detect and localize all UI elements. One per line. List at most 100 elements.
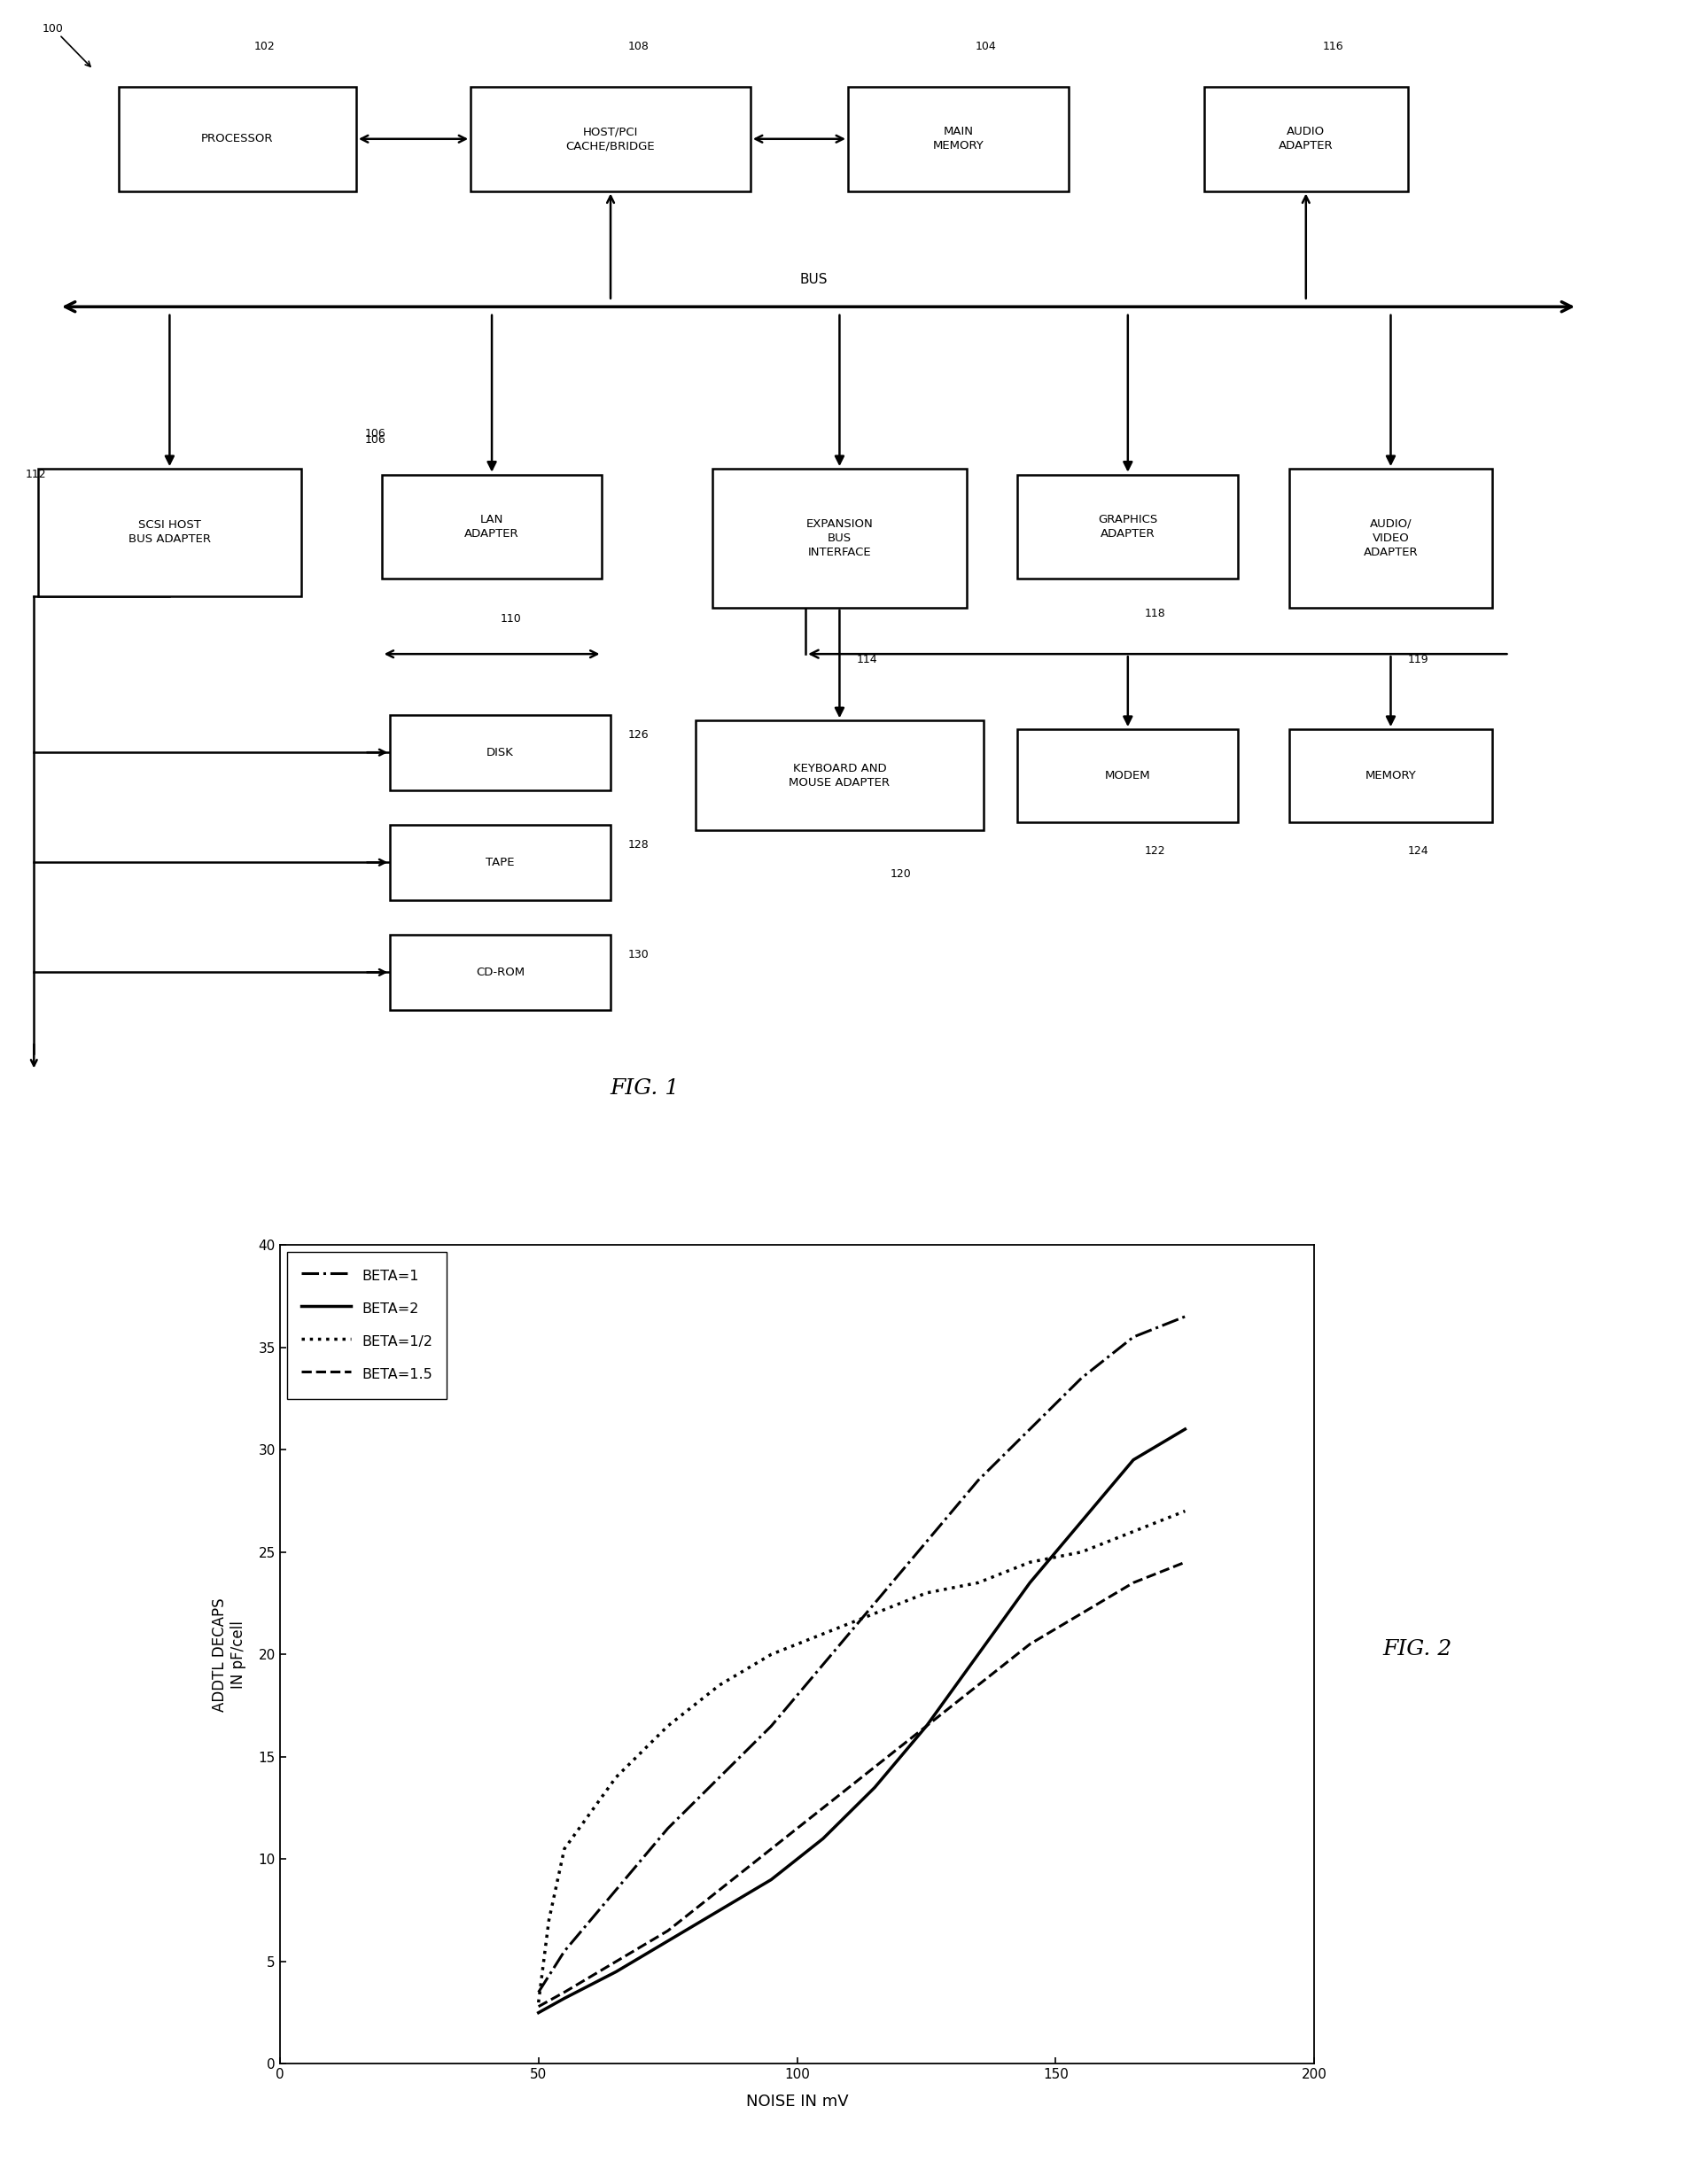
BETA=1/2 — [709, 1673, 729, 1699]
BETA=1 — [605, 1876, 626, 1902]
Text: LAN
ADAPTER: LAN ADAPTER — [465, 513, 519, 539]
BETA=2 — [529, 2001, 550, 2027]
Text: AUDIO
ADAPTER: AUDIO ADAPTER — [1279, 127, 1333, 151]
Text: 114: 114 — [856, 653, 877, 666]
Text: DISK: DISK — [487, 747, 514, 758]
Bar — [119, 87, 356, 190]
Bar — [712, 470, 967, 607]
BETA=1.5 — [762, 1837, 782, 1863]
BETA=2 — [605, 1959, 626, 1985]
BETA=1.5 — [709, 1876, 729, 1902]
Text: 100: 100 — [42, 24, 63, 35]
Bar — [39, 470, 302, 596]
BETA=2 — [865, 1773, 885, 1800]
BETA=1/2 — [762, 1642, 782, 1669]
Text: BUS: BUS — [801, 273, 828, 286]
Bar — [390, 714, 611, 791]
BETA=1 — [916, 1529, 936, 1555]
BETA=1 — [1019, 1415, 1040, 1441]
BETA=2 — [812, 1826, 833, 1852]
Text: 130: 130 — [628, 950, 648, 961]
Text: 124: 124 — [1408, 845, 1428, 856]
Line: BETA=1: BETA=1 — [539, 1317, 1186, 1992]
BETA=2 — [555, 1985, 575, 2011]
BETA=1.5 — [1175, 1548, 1196, 1575]
Text: 119: 119 — [1408, 653, 1428, 666]
BETA=2 — [1072, 1509, 1092, 1535]
Line: BETA=1.5: BETA=1.5 — [539, 1562, 1186, 2007]
BETA=1.5 — [658, 1918, 678, 1944]
BETA=1 — [812, 1651, 833, 1677]
BETA=1 — [762, 1712, 782, 1738]
BETA=1/2 — [529, 1990, 550, 2016]
Text: MEMORY: MEMORY — [1365, 769, 1416, 782]
BETA=1/2 — [916, 1579, 936, 1605]
X-axis label: NOISE IN mV: NOISE IN mV — [746, 2094, 848, 2110]
Bar — [848, 87, 1068, 190]
Text: HOST/PCI
CACHE/BRIDGE: HOST/PCI CACHE/BRIDGE — [566, 127, 655, 151]
Text: 128: 128 — [628, 839, 648, 852]
Text: EXPANSION
BUS
INTERFACE: EXPANSION BUS INTERFACE — [806, 518, 873, 559]
Text: FIG. 2: FIG. 2 — [1382, 1638, 1452, 1660]
Text: 126: 126 — [628, 729, 648, 740]
BETA=1 — [865, 1590, 885, 1616]
BETA=2 — [968, 1642, 989, 1669]
Text: PROCESSOR: PROCESSOR — [202, 133, 273, 144]
BETA=2 — [762, 1867, 782, 1894]
BETA=1 — [658, 1815, 678, 1841]
BETA=1.5 — [865, 1754, 885, 1780]
Bar — [1018, 474, 1238, 579]
BETA=1 — [1175, 1304, 1196, 1330]
Line: BETA=1/2: BETA=1/2 — [539, 1511, 1186, 2003]
Text: 102: 102 — [254, 41, 275, 52]
Text: SCSI HOST
BUS ADAPTER: SCSI HOST BUS ADAPTER — [129, 520, 210, 546]
BETA=1/2 — [812, 1621, 833, 1647]
Text: MAIN
MEMORY: MAIN MEMORY — [933, 127, 984, 151]
BETA=1 — [1072, 1365, 1092, 1391]
BETA=2 — [1019, 1570, 1040, 1597]
BETA=1.5 — [605, 1948, 626, 1974]
Text: MODEM: MODEM — [1106, 769, 1150, 782]
BETA=1 — [709, 1765, 729, 1791]
Bar — [1289, 729, 1492, 821]
Text: 116: 116 — [1323, 41, 1343, 52]
Bar — [471, 87, 750, 190]
Text: 104: 104 — [975, 41, 996, 52]
BETA=1/2 — [968, 1570, 989, 1597]
Text: KEYBOARD AND
MOUSE ADAPTER: KEYBOARD AND MOUSE ADAPTER — [789, 762, 890, 788]
Text: 118: 118 — [1145, 607, 1165, 620]
BETA=1/2 — [1072, 1540, 1092, 1566]
BETA=1/2 — [555, 1837, 575, 1863]
Legend: BETA=1, BETA=2, BETA=1/2, BETA=1.5: BETA=1, BETA=2, BETA=1/2, BETA=1.5 — [287, 1251, 448, 1398]
BETA=1/2 — [605, 1765, 626, 1791]
Text: 108: 108 — [628, 41, 648, 52]
BETA=2 — [1175, 1415, 1196, 1441]
BETA=1 — [1123, 1324, 1143, 1350]
Bar — [1289, 470, 1492, 607]
Bar — [695, 721, 984, 830]
Bar — [1018, 729, 1238, 821]
Text: AUDIO/
VIDEO
ADAPTER: AUDIO/ VIDEO ADAPTER — [1364, 518, 1418, 559]
BETA=1.5 — [555, 1979, 575, 2005]
BETA=1/2 — [1175, 1498, 1196, 1524]
Y-axis label: ADDTL DECAPS
IN pF/cell: ADDTL DECAPS IN pF/cell — [212, 1597, 246, 1712]
Bar — [382, 474, 602, 579]
BETA=1/2 — [539, 1907, 560, 1933]
BETA=2 — [658, 1928, 678, 1955]
BETA=1/2 — [1019, 1548, 1040, 1575]
BETA=1.5 — [812, 1795, 833, 1821]
BETA=1.5 — [916, 1712, 936, 1738]
Bar — [390, 935, 611, 1009]
BETA=1.5 — [1019, 1631, 1040, 1658]
BETA=1 — [968, 1468, 989, 1494]
BETA=1 — [555, 1937, 575, 1963]
Text: FIG. 1: FIG. 1 — [611, 1079, 678, 1099]
Text: 106: 106 — [365, 435, 385, 446]
Text: GRAPHICS
ADAPTER: GRAPHICS ADAPTER — [1097, 513, 1158, 539]
Text: CD-ROM: CD-ROM — [477, 968, 524, 978]
BETA=1.5 — [968, 1673, 989, 1699]
Text: TAPE: TAPE — [487, 856, 514, 867]
BETA=1/2 — [865, 1601, 885, 1627]
BETA=1.5 — [1123, 1570, 1143, 1597]
Text: 106: 106 — [365, 428, 385, 439]
